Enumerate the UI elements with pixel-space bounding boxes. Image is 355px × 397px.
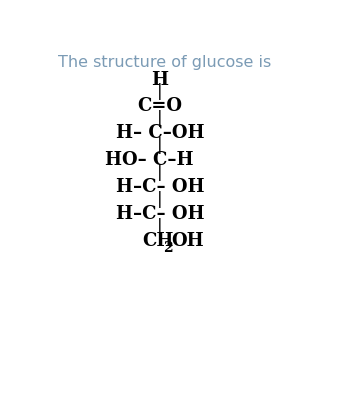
Text: |: | <box>157 164 163 181</box>
Text: |: | <box>157 137 163 154</box>
Text: H: H <box>152 71 168 89</box>
Text: HO– C–H: HO– C–H <box>105 151 193 169</box>
Text: |: | <box>157 110 163 127</box>
Text: H– C–OH: H– C–OH <box>116 124 204 142</box>
Text: C=O: C=O <box>137 97 182 116</box>
Text: |: | <box>157 218 163 235</box>
Text: OH: OH <box>171 232 203 250</box>
Text: H–C– OH: H–C– OH <box>116 178 204 196</box>
Text: |: | <box>157 83 163 100</box>
Text: The structure of glucose is: The structure of glucose is <box>58 55 271 70</box>
Text: 2: 2 <box>163 241 172 254</box>
Text: H–C– OH: H–C– OH <box>116 205 204 223</box>
Text: CH: CH <box>142 232 174 250</box>
Text: |: | <box>157 191 163 208</box>
